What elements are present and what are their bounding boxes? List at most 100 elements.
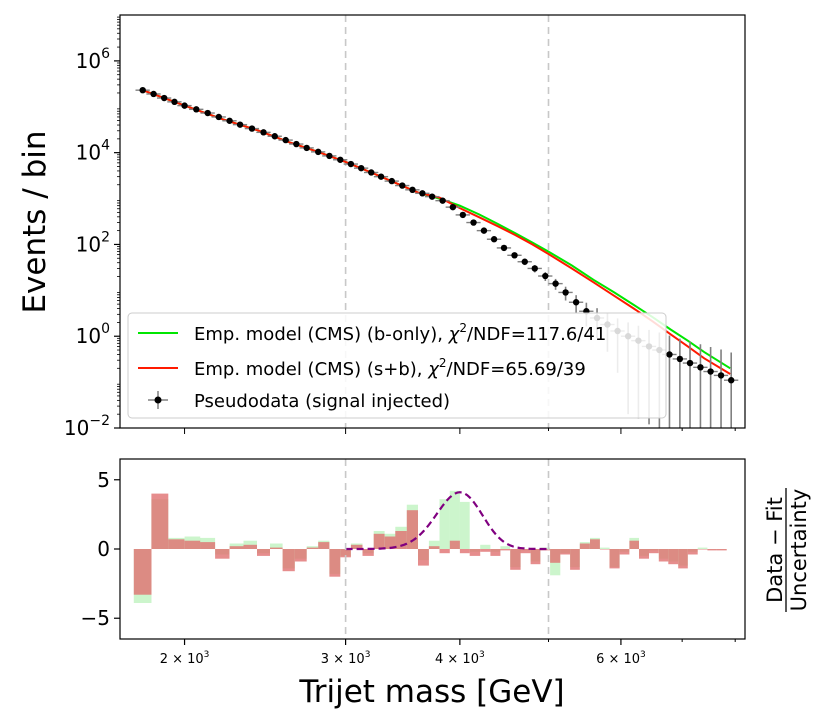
main-y-tick-label: 106 xyxy=(76,46,110,73)
data-point xyxy=(455,211,470,219)
data-point xyxy=(177,102,192,109)
residual-bar-s-plus-b xyxy=(579,543,590,549)
data-points xyxy=(135,86,739,428)
y-axis-label: Events / bin xyxy=(17,130,53,313)
data-point xyxy=(232,121,248,128)
residual-bar-s-plus-b xyxy=(510,549,521,570)
residual-bar-b-only xyxy=(428,540,440,549)
residual-y-tick-label: −5 xyxy=(81,606,110,630)
main-y-tick-label: 100 xyxy=(76,321,110,348)
legend-box xyxy=(127,312,667,419)
residual-bar-s-plus-b xyxy=(469,549,481,556)
residual-bar-s-plus-b xyxy=(550,549,561,563)
residual-bar-s-plus-b xyxy=(629,540,639,549)
residual-x-tick-label: 3 × 103 xyxy=(321,650,371,667)
residual-bar-s-plus-b xyxy=(406,510,418,549)
data-point xyxy=(364,169,379,176)
data-point xyxy=(405,186,420,194)
residual-bar-s-plus-b xyxy=(560,549,571,555)
residual-bar-s-plus-b xyxy=(306,547,319,549)
residual-bar-s-plus-b xyxy=(490,549,501,556)
data-point xyxy=(156,94,172,102)
residual-bar-s-plus-b xyxy=(318,542,330,549)
main-y-tick-label: 102 xyxy=(76,229,110,256)
residual-bar-s-plus-b xyxy=(500,549,511,551)
legend-swatch-pseudodata xyxy=(148,391,168,409)
data-point xyxy=(682,341,698,428)
data-point xyxy=(167,98,182,106)
residual-bar-s-plus-b xyxy=(200,542,216,549)
data-point xyxy=(713,349,729,428)
legend-entry-s-plus-b: Emp. model (CMS) (s+b), χ2/NDF=65.69/39 xyxy=(194,356,586,380)
data-point xyxy=(384,177,399,185)
data-point xyxy=(445,203,460,211)
data-point xyxy=(267,133,282,140)
data-point xyxy=(353,164,369,172)
residual-bar-s-plus-b xyxy=(362,549,374,556)
residual-ylabel-numerator: Data − Fit xyxy=(763,497,787,603)
residual-bar-s-plus-b xyxy=(243,544,257,549)
residual-bar-b-only xyxy=(459,501,470,549)
data-point xyxy=(146,90,161,98)
residual-bar-s-plus-b xyxy=(619,549,630,555)
residual-y-axis-label: Data − Fit Uncertainty xyxy=(763,488,811,612)
data-point xyxy=(256,129,271,136)
data-point xyxy=(289,140,304,148)
residual-bar-s-plus-b xyxy=(570,549,580,570)
residual-bar-s-plus-b xyxy=(373,533,385,549)
data-point xyxy=(527,265,542,273)
main-y-ticks: 10−2 100 102 104 106 xyxy=(64,16,736,440)
residual-y-tick-label: 5 xyxy=(97,468,110,492)
residual-bar-b-only xyxy=(599,547,610,549)
data-point xyxy=(496,244,512,252)
data-point xyxy=(672,338,687,428)
residual-bar-s-plus-b xyxy=(520,549,531,554)
data-point xyxy=(299,144,314,152)
residual-bar-s-plus-b xyxy=(340,549,351,558)
data-point xyxy=(466,219,481,226)
residual-bars xyxy=(133,490,727,603)
residual-bar-b-only xyxy=(480,544,491,549)
residual-bar-s-plus-b xyxy=(439,549,450,554)
signal-curve xyxy=(345,491,549,551)
residual-bar-s-plus-b xyxy=(428,546,440,549)
data-point xyxy=(222,117,237,124)
data-point xyxy=(343,160,358,168)
residual-bar-s-plus-b xyxy=(697,549,708,550)
residual-bar-s-plus-b xyxy=(151,493,169,549)
residual-bar-b-only xyxy=(449,490,460,549)
main-plot-frame xyxy=(119,14,746,429)
data-point xyxy=(373,173,389,180)
residual-bar-s-plus-b xyxy=(294,549,307,562)
residual-bar-s-plus-b xyxy=(530,549,541,565)
residual-bar-s-plus-b xyxy=(350,544,363,549)
residual-x-ticks: 2 × 103 3 × 103 4 × 103 6 × 103 xyxy=(160,639,736,667)
residual-bar-s-plus-b xyxy=(639,549,649,559)
residual-bar-s-plus-b xyxy=(257,549,270,556)
residual-bar-s-plus-b xyxy=(215,549,230,559)
data-point xyxy=(693,344,708,428)
residual-bar-s-plus-b xyxy=(716,549,727,551)
data-point xyxy=(507,252,522,259)
data-point xyxy=(435,197,450,204)
residual-x-tick-label: 4 × 103 xyxy=(435,650,485,667)
main-y-tick-label: 10−2 xyxy=(64,413,110,440)
data-point xyxy=(278,136,293,144)
data-point xyxy=(568,295,584,314)
legend-entry-pseudodata: Pseudodata (signal injected) xyxy=(194,391,450,412)
signal-curve-layer xyxy=(345,491,549,551)
data-point xyxy=(395,182,410,189)
residual-bar-b-only xyxy=(439,499,450,549)
residual-bar-s-plus-b xyxy=(133,549,152,595)
residual-bar-s-plus-b xyxy=(329,549,341,577)
data-point xyxy=(310,148,326,156)
residual-y-tick-label: 0 xyxy=(97,537,110,561)
data-point xyxy=(211,113,226,121)
residual-bar-s-plus-b xyxy=(687,549,698,555)
data-point xyxy=(200,109,215,117)
legend-entry-b-only: Emp. model (CMS) (b-only), χ2/NDF=117.6/… xyxy=(194,321,606,345)
data-point xyxy=(548,278,563,290)
data-point xyxy=(424,193,440,200)
residual-bar-s-plus-b xyxy=(282,549,295,572)
